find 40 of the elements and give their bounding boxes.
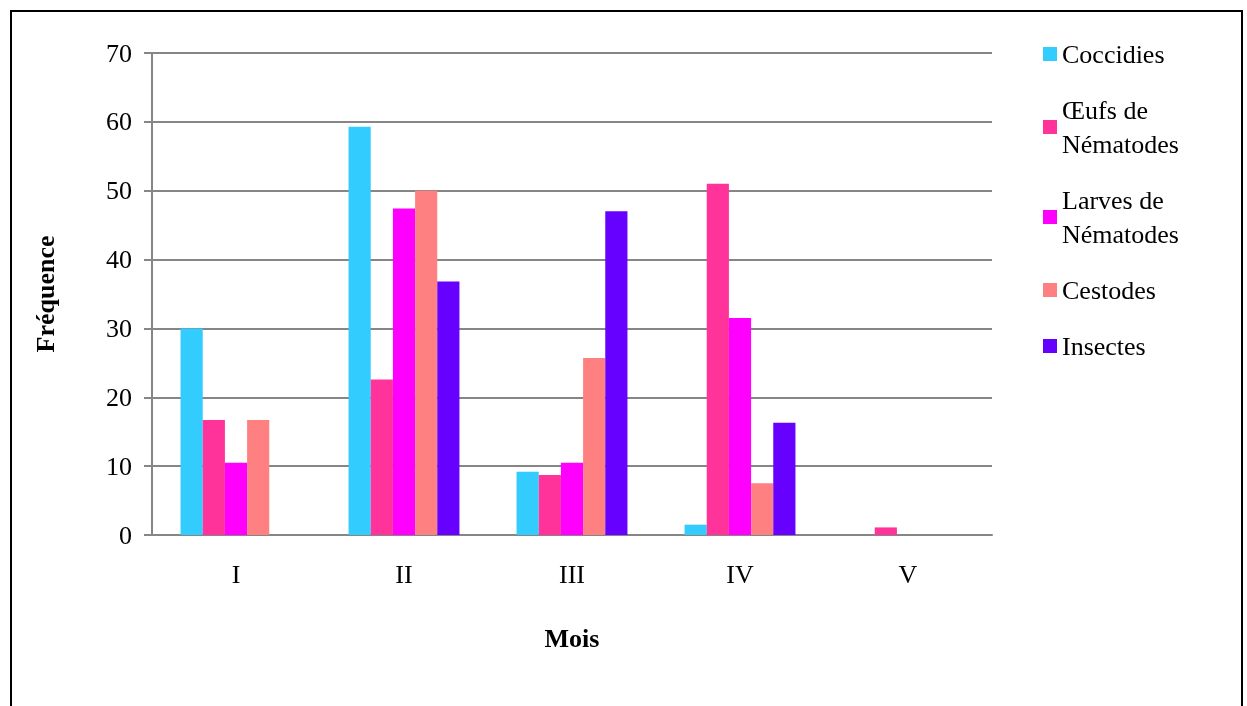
- y-tick-label: 0: [119, 520, 132, 550]
- legend-label: Cestodes: [1062, 275, 1156, 305]
- x-tick-label: II: [395, 559, 413, 589]
- bar: [348, 126, 371, 535]
- y-tick-label: 50: [106, 176, 132, 206]
- y-tick-label: 70: [106, 38, 132, 68]
- legend-label: Œufs de Nématodes: [1062, 95, 1179, 159]
- y-tick-label: 60: [106, 107, 132, 137]
- bar: [773, 422, 796, 535]
- legend-label: Insectes: [1062, 331, 1146, 361]
- x-tick-label: I: [231, 559, 241, 589]
- bar: [202, 420, 225, 535]
- bar: [684, 524, 707, 535]
- bar: [180, 328, 203, 535]
- y-tick-label: 20: [106, 382, 132, 412]
- bar: [370, 379, 393, 535]
- bar: [706, 183, 729, 535]
- y-tick-label: 10: [106, 451, 132, 481]
- x-tick-label: V: [898, 559, 918, 589]
- y-tick-label: 40: [106, 245, 132, 275]
- x-axis-title: Mois: [544, 623, 600, 653]
- bar: [516, 471, 539, 535]
- x-tick-label: IV: [726, 559, 754, 589]
- bar: [538, 475, 561, 535]
- bar: [224, 462, 248, 535]
- legend-label: Coccidies: [1062, 39, 1165, 69]
- bar: [583, 358, 606, 535]
- x-tick-label: III: [559, 559, 585, 589]
- bar: [605, 211, 628, 535]
- bar: [392, 208, 416, 535]
- bar: [415, 190, 438, 535]
- bar: [751, 483, 774, 535]
- legend-label: Larves de Nématodes: [1062, 185, 1179, 249]
- y-axis-title: Fréquence: [30, 235, 60, 353]
- bar: [560, 462, 584, 535]
- bar: [874, 527, 897, 535]
- bar: [728, 318, 752, 535]
- bar: [247, 420, 270, 535]
- y-tick-label: 30: [106, 313, 132, 343]
- bar: [437, 281, 460, 535]
